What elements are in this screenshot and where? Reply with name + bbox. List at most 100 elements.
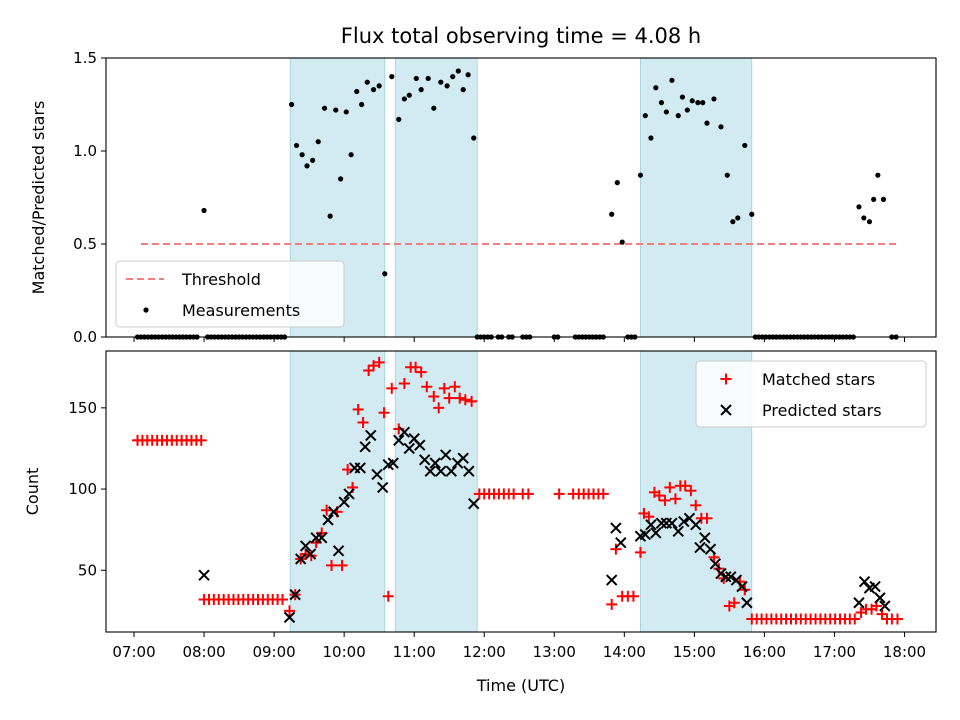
measurements-point xyxy=(648,135,654,141)
measurements-point xyxy=(724,172,730,178)
matched-stars-point xyxy=(653,490,665,502)
measurements-point xyxy=(689,98,695,104)
count-panel-legend-box xyxy=(695,360,927,428)
ratio-panel-shaded-interval xyxy=(640,57,753,338)
predicted-stars-point xyxy=(332,545,345,557)
predicted-stars-point xyxy=(858,575,871,588)
ratio-panel-shaded-interval xyxy=(394,57,478,338)
measurements-point xyxy=(431,105,437,111)
predicted-stars-point xyxy=(690,519,702,531)
matched-stars-point xyxy=(659,494,671,506)
measurements-point xyxy=(684,107,690,113)
measurements-point xyxy=(637,172,644,178)
measurements-point xyxy=(359,101,365,108)
matched-stars-point xyxy=(438,382,450,394)
measurements-legend-swatch xyxy=(143,307,149,313)
predicted-stars-point xyxy=(414,439,426,451)
predicted-stars-point xyxy=(359,441,371,453)
matched-stars-point xyxy=(433,402,445,414)
matched-stars-point xyxy=(373,356,385,368)
predicted-stars-point xyxy=(736,580,748,593)
measurements-point xyxy=(376,83,382,89)
matched-stars-point xyxy=(459,394,471,406)
predicted-stars-point xyxy=(398,426,411,438)
predicted-stars-point xyxy=(393,434,405,447)
predicted-stars-point xyxy=(283,611,296,624)
predicted-stars-point xyxy=(435,465,447,477)
measurements-point xyxy=(460,87,466,93)
measurements-point xyxy=(321,105,328,111)
x-tick-label: 08:00 xyxy=(182,643,225,661)
predicted-stars-point xyxy=(354,462,366,474)
matched-stars-point xyxy=(368,360,380,372)
ratio-panel-y-axis-label: Matched/Predicted stars xyxy=(29,101,48,295)
measurements-point xyxy=(315,139,321,145)
x-axis-label: Time (UTC) xyxy=(476,676,565,695)
measurements-point xyxy=(370,87,377,93)
predicted-stars-point xyxy=(424,465,437,477)
predicted-stars-point xyxy=(418,454,431,466)
matched-stars-point xyxy=(428,390,440,402)
measurements-point xyxy=(704,120,710,126)
predicted-stars-point xyxy=(439,449,452,461)
x-tick-label: 11:00 xyxy=(393,643,436,661)
predicted-stars-point xyxy=(853,597,865,609)
count-panel-y-tick-label: 100 xyxy=(68,480,97,498)
measurements-point xyxy=(201,207,207,214)
matched-stars-point xyxy=(597,488,609,500)
predicted-stars-point xyxy=(322,514,334,526)
x-tick-label: 18:00 xyxy=(883,643,926,661)
measurements-point xyxy=(866,219,873,225)
predicted-stars-point xyxy=(457,452,469,464)
predicted-stars-point xyxy=(720,571,732,583)
measurements-point xyxy=(396,116,402,122)
predicted-stars-point xyxy=(289,588,301,601)
predicted-stars-point xyxy=(869,580,881,593)
predicted-stars-legend-label: Predicted stars xyxy=(762,401,882,420)
predicted-stars-point xyxy=(316,532,328,544)
ratio-panel-y-tick-label: 1.5 xyxy=(73,49,97,67)
measurements-point xyxy=(861,215,867,221)
ratio-panel-legend: Threshold Measurements xyxy=(115,260,345,328)
measurements-point xyxy=(455,68,461,74)
measurements-point xyxy=(438,79,444,85)
measurements-point xyxy=(663,109,669,115)
matched-stars-point xyxy=(454,392,466,404)
measurements-point xyxy=(382,271,388,277)
matched-stars-point xyxy=(679,480,691,492)
predicted-stars-legend-swatch xyxy=(720,404,732,416)
measurements-point xyxy=(856,204,862,210)
matched-stars-point xyxy=(277,594,289,606)
ratio-panel-y-tick-label: 0.0 xyxy=(73,328,97,346)
measurements-point xyxy=(718,124,724,130)
predicted-stars-point xyxy=(429,457,441,469)
measurements-point xyxy=(425,75,431,82)
x-tick-label: 13:00 xyxy=(533,643,576,661)
measurements-point xyxy=(653,85,659,91)
matched-stars-point xyxy=(685,485,697,497)
matched-stars-point xyxy=(352,403,364,415)
measurements-point xyxy=(343,109,349,115)
measurements-point xyxy=(389,74,395,80)
predicted-stars-point xyxy=(715,567,727,580)
x-tick-label: 12:00 xyxy=(463,643,506,661)
count-panel-shaded-interval xyxy=(394,350,478,633)
predicted-stars-point xyxy=(879,600,891,612)
matched-stars-point xyxy=(690,499,702,511)
matched-stars-point xyxy=(443,392,455,404)
predicted-stars-point xyxy=(615,536,627,549)
measurements-point xyxy=(413,75,419,82)
matched-stars-point xyxy=(627,590,639,602)
predicted-stars-point xyxy=(343,488,355,500)
matched-stars-point xyxy=(664,481,676,493)
predicted-stars-point xyxy=(371,468,383,481)
predicted-stars-point xyxy=(376,481,389,494)
matched-stars-point xyxy=(195,434,207,446)
predicted-stars-point xyxy=(463,465,475,477)
ratio-panel-y-tick-label: 0.5 xyxy=(73,235,97,253)
matched-stars-point xyxy=(357,416,369,428)
predicted-stars-point xyxy=(650,527,662,539)
matched-stars-point xyxy=(378,407,390,419)
predicted-stars-point xyxy=(655,517,668,529)
